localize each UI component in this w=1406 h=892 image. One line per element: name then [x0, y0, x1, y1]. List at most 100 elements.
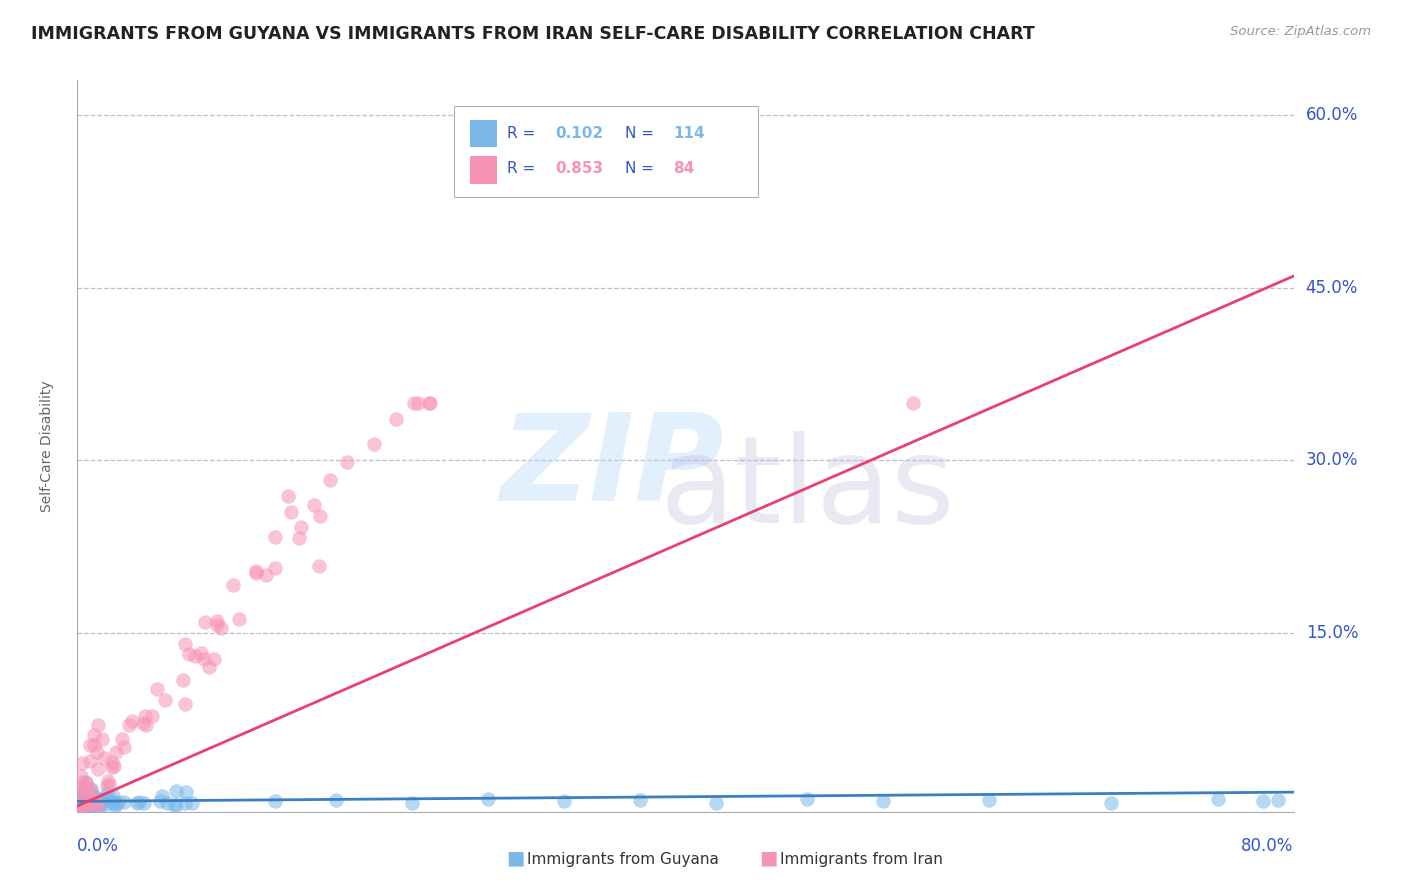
- Point: [75, 776, 97, 790]
- Point: [86, 745, 108, 759]
- Point: [73, 796, 96, 810]
- Point: [288, 531, 311, 545]
- Point: [796, 792, 818, 806]
- Point: [76, 793, 98, 807]
- Point: [127, 796, 149, 810]
- Text: ■: ■: [506, 848, 524, 867]
- Point: [153, 693, 176, 707]
- Point: [89, 793, 111, 807]
- Point: [69, 798, 91, 813]
- Text: Self-Care Disability: Self-Care Disability: [39, 380, 53, 512]
- Point: [112, 795, 135, 809]
- Point: [75, 780, 97, 794]
- Point: [190, 646, 212, 660]
- Point: [101, 760, 124, 774]
- Point: [72, 780, 94, 794]
- Point: [96, 789, 118, 804]
- Point: [67, 792, 90, 806]
- Point: [96, 779, 118, 793]
- Point: [67, 798, 90, 813]
- Point: [77, 797, 100, 812]
- Point: [121, 714, 143, 729]
- Point: [402, 396, 425, 410]
- Point: [107, 795, 129, 809]
- Point: [73, 797, 96, 812]
- Point: [165, 798, 187, 813]
- Point: [83, 791, 105, 805]
- FancyBboxPatch shape: [470, 120, 496, 147]
- Point: [73, 798, 96, 813]
- Point: [105, 797, 128, 811]
- Text: atlas: atlas: [659, 432, 955, 549]
- Text: R =: R =: [506, 126, 534, 141]
- Point: [419, 396, 441, 410]
- Point: [245, 564, 267, 578]
- Point: [72, 788, 94, 802]
- Text: 45.0%: 45.0%: [1306, 278, 1358, 297]
- Point: [336, 455, 359, 469]
- Point: [1267, 793, 1289, 807]
- Point: [69, 789, 91, 804]
- Point: [245, 566, 267, 580]
- Point: [263, 530, 285, 544]
- Point: [89, 798, 111, 813]
- Text: IMMIGRANTS FROM GUYANA VS IMMIGRANTS FROM IRAN SELF-CARE DISABILITY CORRELATION : IMMIGRANTS FROM GUYANA VS IMMIGRANTS FRO…: [31, 25, 1035, 43]
- Point: [101, 789, 124, 804]
- Point: [69, 797, 91, 812]
- Point: [80, 797, 103, 812]
- Point: [72, 797, 94, 811]
- Point: [67, 798, 90, 813]
- Point: [70, 788, 93, 802]
- Point: [222, 577, 245, 591]
- Point: [75, 791, 97, 805]
- Point: [86, 797, 108, 812]
- Point: [149, 794, 172, 808]
- Point: [194, 615, 217, 629]
- Point: [90, 732, 112, 747]
- Point: [173, 636, 195, 650]
- Text: R =: R =: [506, 161, 534, 176]
- Point: [76, 795, 98, 809]
- Point: [103, 758, 125, 772]
- Point: [75, 775, 97, 789]
- Text: 114: 114: [673, 126, 704, 141]
- Point: [406, 396, 429, 410]
- Point: [67, 797, 90, 811]
- Point: [134, 709, 156, 723]
- Text: 15.0%: 15.0%: [1306, 624, 1358, 642]
- Point: [89, 797, 111, 812]
- Point: [72, 796, 94, 810]
- Point: [75, 789, 97, 804]
- Text: 30.0%: 30.0%: [1306, 451, 1358, 469]
- Point: [101, 755, 124, 769]
- Point: [84, 797, 107, 811]
- Point: [385, 412, 408, 426]
- Point: [418, 396, 440, 410]
- Point: [1206, 792, 1229, 806]
- Point: [69, 798, 91, 813]
- Point: [73, 793, 96, 807]
- Point: [83, 794, 105, 808]
- Point: [280, 505, 302, 519]
- Point: [150, 789, 173, 803]
- Point: [75, 798, 97, 813]
- Point: [93, 750, 115, 764]
- Point: [67, 797, 90, 811]
- Text: 60.0%: 60.0%: [1306, 106, 1358, 124]
- Point: [1099, 796, 1122, 810]
- Point: [87, 717, 110, 731]
- Text: Immigrants from Iran: Immigrants from Iran: [780, 852, 943, 867]
- Point: [75, 797, 97, 812]
- Point: [80, 796, 103, 810]
- Point: [83, 797, 105, 812]
- Point: [401, 796, 423, 810]
- Point: [202, 652, 225, 666]
- Point: [87, 762, 110, 776]
- Point: [67, 795, 90, 809]
- Point: [134, 797, 156, 811]
- Text: N =: N =: [624, 161, 654, 176]
- Point: [553, 794, 575, 808]
- Point: [80, 790, 103, 805]
- Point: [141, 709, 163, 723]
- Point: [70, 796, 93, 810]
